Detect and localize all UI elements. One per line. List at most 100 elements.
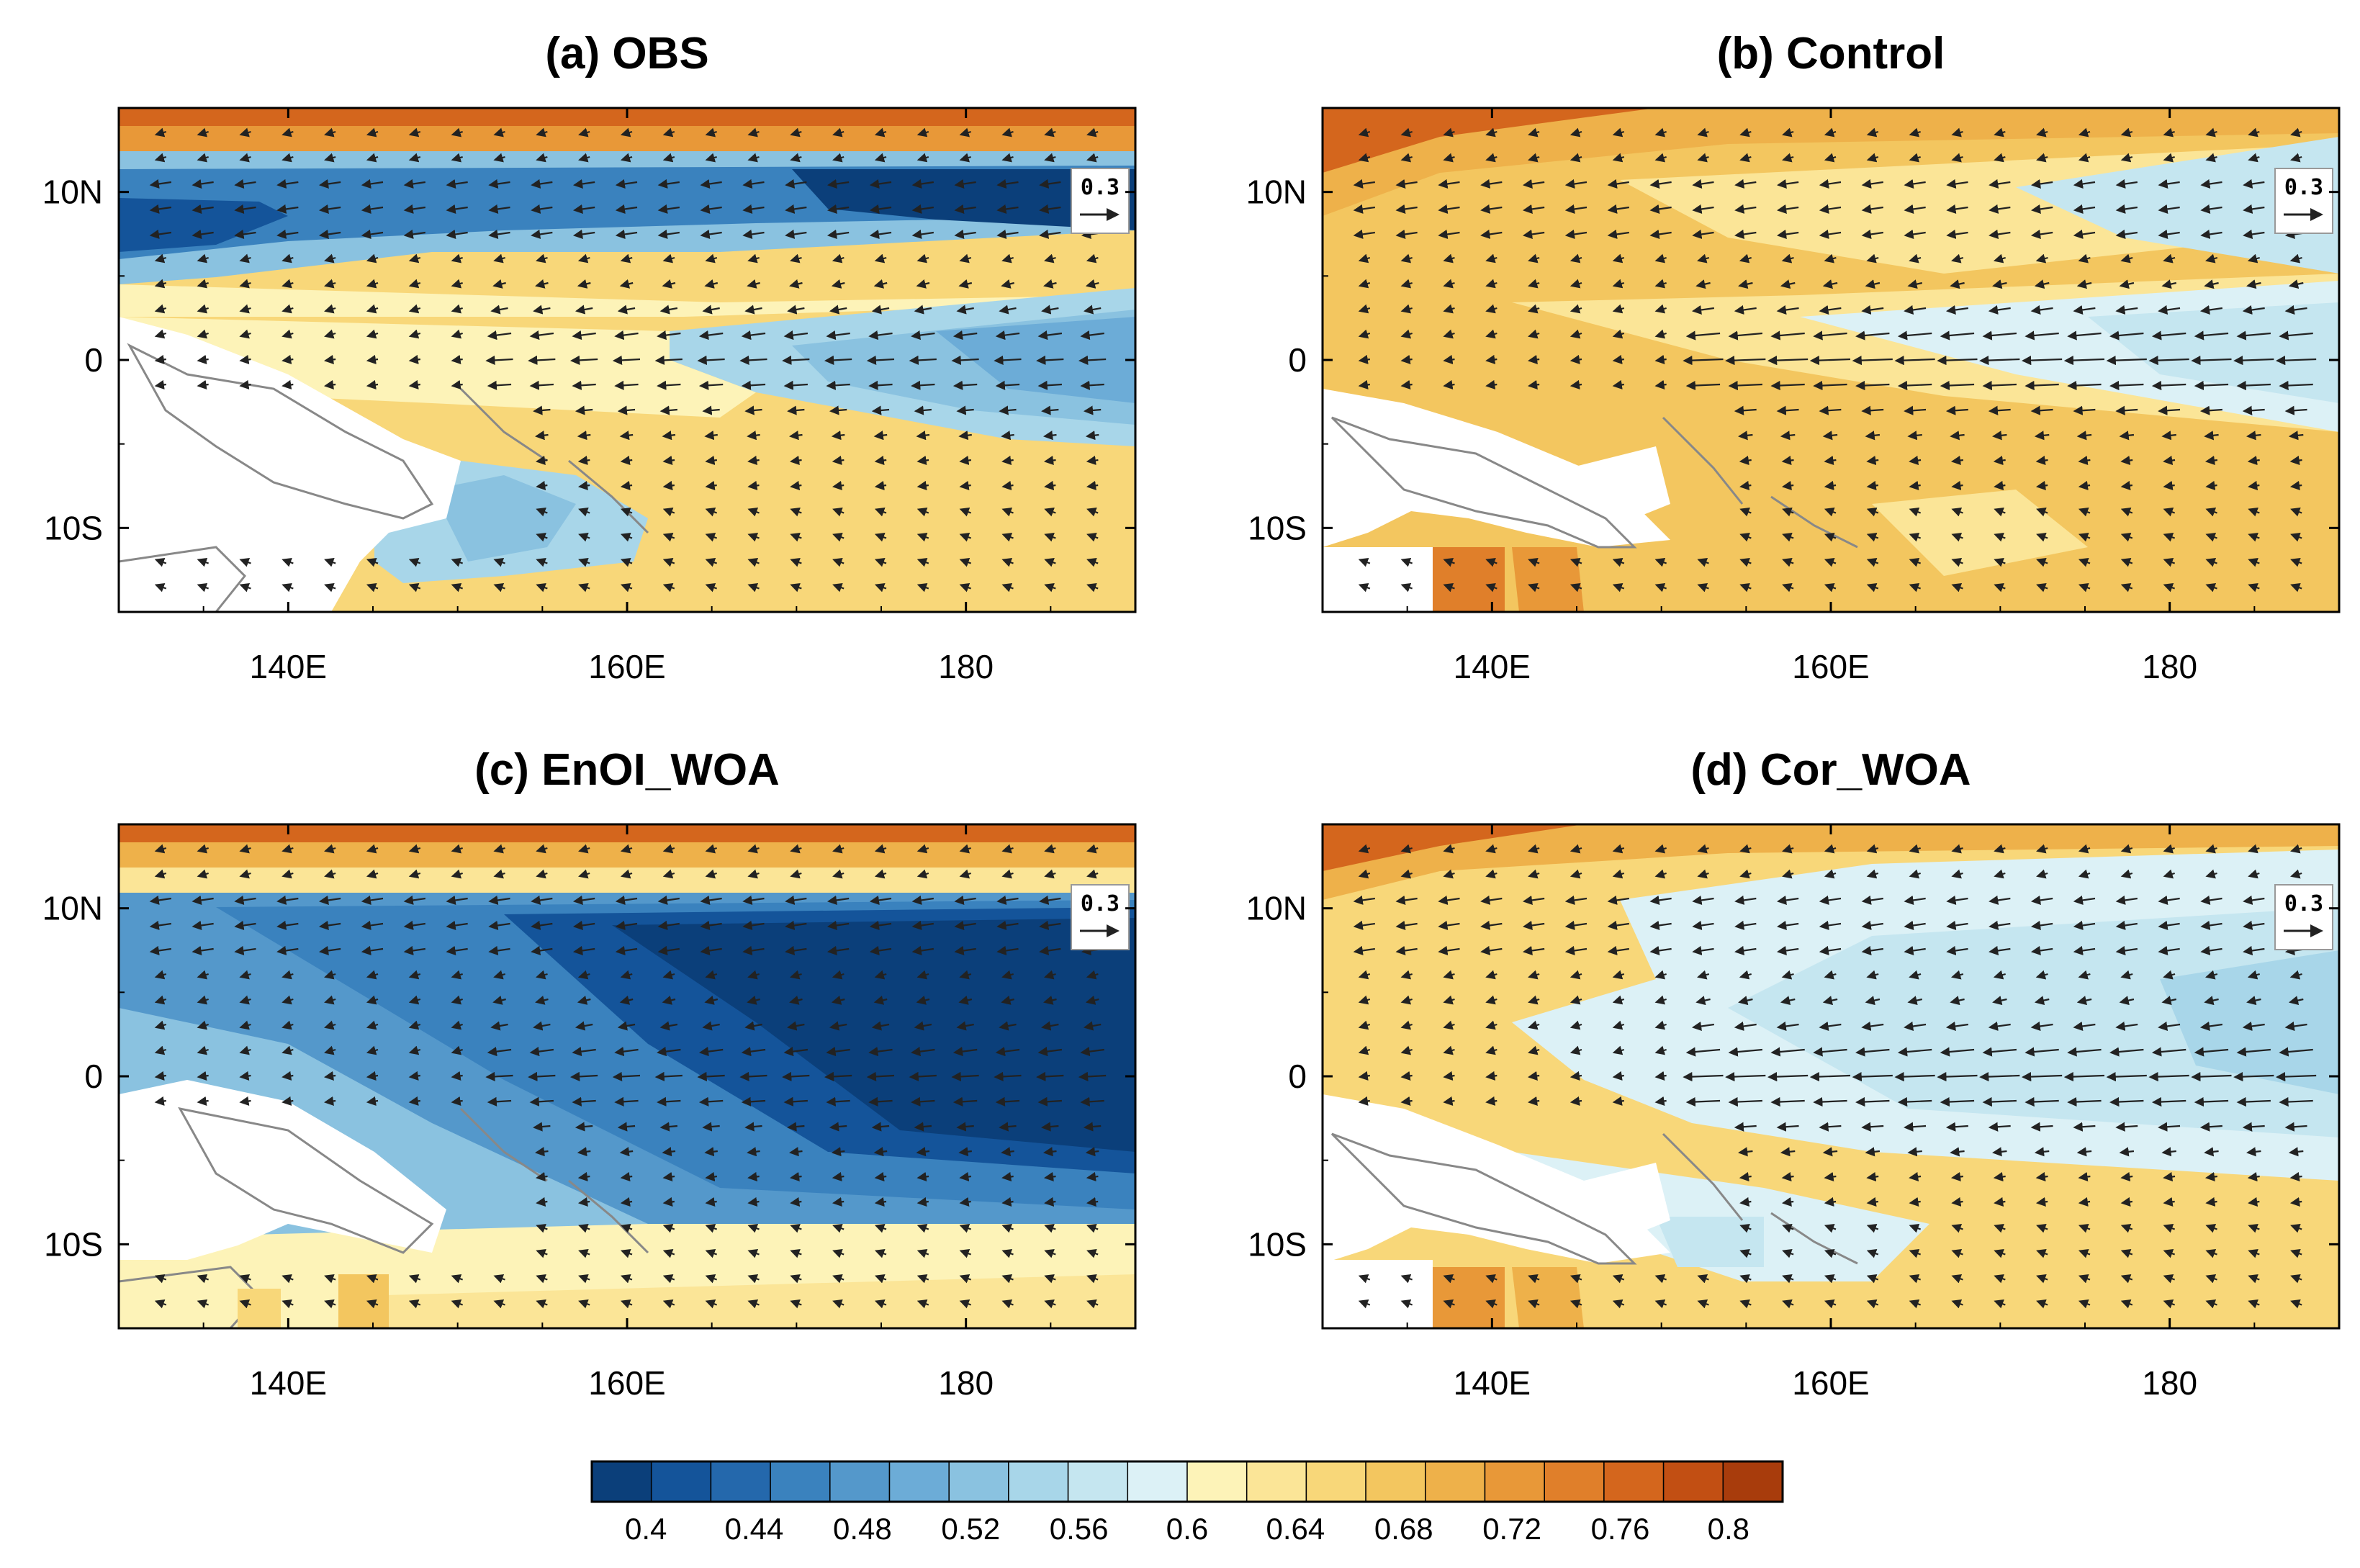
- vector-arrow: [408, 279, 421, 289]
- vector-arrow: [911, 895, 934, 905]
- vector-arrow: [1044, 582, 1056, 592]
- vector-arrow: [1001, 557, 1014, 567]
- panel-title-a: (a) OBS: [545, 29, 708, 78]
- vector-arrow: [234, 920, 256, 930]
- vector-arrow: [704, 279, 719, 289]
- vector-arrow: [951, 355, 979, 365]
- vector-arrow: [2290, 507, 2302, 517]
- vector-arrow: [577, 455, 590, 466]
- vector-arrow: [577, 253, 590, 263]
- vector-arrow: [1824, 153, 1837, 163]
- panel-title-b: (b) Control: [1717, 29, 1945, 78]
- vector-arrow: [324, 304, 336, 314]
- vector-arrow: [197, 869, 209, 879]
- colorbar-swatch: [888, 1461, 950, 1502]
- vector-arrow: [361, 920, 384, 930]
- vector-arrow: [1400, 379, 1413, 389]
- panel-a: (a) OBS 0.3: [42, 29, 1137, 685]
- vector-arrow: [1734, 405, 1757, 415]
- vector-arrow: [1739, 532, 1752, 542]
- vector-arrow: [536, 480, 548, 490]
- vector-arrow: [2205, 253, 2218, 263]
- vector-arrow: [2163, 253, 2176, 263]
- vector-arrow: [2120, 153, 2133, 163]
- vector-arrow: [2248, 532, 2260, 542]
- vector-arrow: [578, 869, 590, 879]
- vector-arrow: [572, 204, 595, 214]
- vector-arrow: [2035, 253, 2048, 263]
- vector-arrow: [2205, 557, 2217, 567]
- vector-arrow: [1612, 279, 1625, 289]
- colorbar-swatch: [591, 1461, 652, 1502]
- vector-arrow: [1946, 204, 1968, 214]
- vector-arrow: [832, 127, 845, 138]
- vector-arrow: [2248, 582, 2260, 592]
- vector-arrow: [2035, 480, 2048, 490]
- vector-arrow: [790, 532, 802, 542]
- vector-arrow: [239, 869, 251, 879]
- vector-arrow: [2236, 380, 2271, 391]
- x-tick-label: 140E: [250, 1364, 327, 1402]
- vector-arrow: [1607, 179, 1629, 189]
- vector-arrow: [911, 380, 935, 390]
- vector-arrow: [1824, 557, 1837, 567]
- vector-arrow: [1528, 253, 1540, 263]
- vector-arrow: [1946, 229, 1968, 239]
- colorbar-label: 0.76: [1591, 1512, 1650, 1546]
- vector-arrow: [996, 229, 1019, 239]
- vector-arrow: [1781, 480, 1794, 490]
- vector-arrow: [318, 229, 341, 239]
- vector-arrow: [866, 355, 895, 365]
- vector-arrow: [1988, 305, 2011, 315]
- vector-arrow: [999, 305, 1017, 315]
- vector-arrow: [2030, 405, 2053, 415]
- vector-arrow: [747, 279, 760, 289]
- vector-arrow: [916, 279, 930, 289]
- vector-arrow: [1612, 379, 1624, 389]
- vector-arrow: [1697, 153, 1709, 163]
- vector-arrow: [535, 455, 548, 466]
- vector-arrow: [705, 507, 718, 517]
- vector-arrow: [1824, 127, 1837, 138]
- vector-arrow: [451, 279, 463, 289]
- vector-arrow: [1086, 844, 1099, 854]
- vector-arrow: [1358, 304, 1371, 314]
- vector-arrow: [1909, 127, 1921, 138]
- vector-arrow: [1480, 204, 1503, 214]
- vector-arrow: [2120, 127, 2133, 138]
- panel-title-d: (d) Cor_WOA: [1690, 745, 1971, 795]
- vector-arrow: [1044, 253, 1056, 263]
- vector-arrow: [366, 379, 379, 389]
- vector-arrow: [408, 557, 421, 567]
- vector-arrow: [2073, 204, 2096, 214]
- vector-arrow: [197, 329, 209, 339]
- vector-arrow: [747, 869, 760, 879]
- vector-arrow: [1395, 179, 1418, 189]
- vector-arrow: [1569, 354, 1582, 364]
- vector-arrow: [276, 229, 299, 239]
- vector-arrow: [234, 204, 256, 214]
- vector-arrow: [1993, 253, 2006, 263]
- x-tick-label: 140E: [250, 648, 327, 685]
- vector-arrow: [1358, 127, 1371, 138]
- vector-arrow: [662, 557, 675, 567]
- colorbar-label: 0.48: [833, 1512, 892, 1546]
- vector-arrow: [1569, 253, 1582, 263]
- vector-arrow: [783, 330, 809, 341]
- vector-arrow: [747, 455, 760, 466]
- vector-arrow: [1036, 355, 1064, 365]
- x-tick-label: 160E: [588, 1364, 665, 1402]
- vector-arrow: [1734, 305, 1757, 315]
- vector-arrow: [2243, 229, 2265, 239]
- vector-arrow: [1855, 380, 1890, 391]
- vector-arrow: [1946, 179, 1968, 189]
- vector-arrow: [1443, 153, 1455, 163]
- vector-arrow: [662, 153, 675, 163]
- x-tick-label: 160E: [1792, 648, 1869, 685]
- vector-arrow: [742, 895, 765, 905]
- vector-arrow: [2109, 380, 2144, 391]
- vector-arrow: [572, 920, 595, 930]
- vector-arrow: [916, 869, 929, 879]
- vector-arrow: [451, 127, 463, 138]
- vector-arrow: [239, 844, 251, 854]
